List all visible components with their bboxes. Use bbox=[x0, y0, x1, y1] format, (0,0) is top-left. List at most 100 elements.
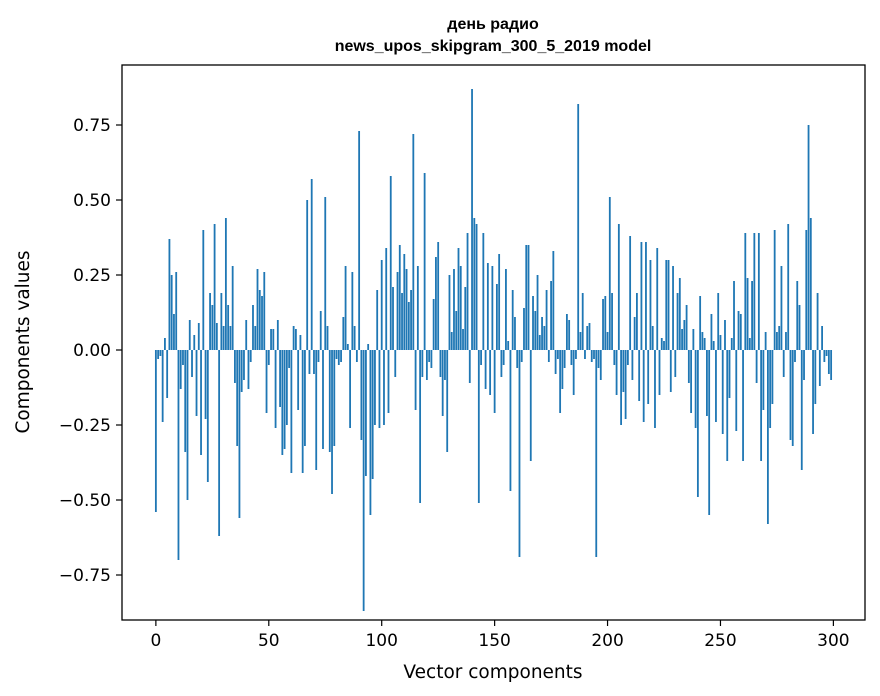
bar-160 bbox=[516, 350, 519, 368]
bar-39 bbox=[243, 350, 245, 380]
bar-242 bbox=[701, 332, 704, 350]
bar-226 bbox=[665, 260, 668, 350]
bar-99 bbox=[378, 350, 381, 428]
bar-30 bbox=[222, 326, 225, 350]
bar-16 bbox=[191, 350, 193, 377]
bar-49 bbox=[265, 350, 268, 413]
bar-184 bbox=[570, 350, 573, 365]
bar-21 bbox=[202, 230, 205, 350]
bar-8 bbox=[173, 314, 175, 350]
chart-title-line1: день радио bbox=[447, 16, 539, 33]
bar-248 bbox=[715, 350, 717, 422]
bar-70 bbox=[313, 350, 315, 374]
bar-6 bbox=[168, 239, 171, 350]
bar-71 bbox=[315, 350, 318, 470]
bar-201 bbox=[608, 197, 611, 350]
bar-268 bbox=[760, 350, 763, 461]
bar-217 bbox=[645, 242, 647, 350]
bar-247 bbox=[712, 341, 715, 350]
bar-114 bbox=[412, 134, 415, 350]
bar-298 bbox=[827, 350, 830, 374]
bar-185 bbox=[572, 350, 575, 395]
bar-161 bbox=[518, 350, 521, 557]
bar-42 bbox=[249, 350, 252, 362]
bar-150 bbox=[493, 350, 496, 413]
bar-37 bbox=[238, 350, 241, 518]
bar-145 bbox=[482, 233, 485, 350]
bar-169 bbox=[536, 275, 539, 350]
bar-116 bbox=[416, 266, 419, 350]
bar-144 bbox=[480, 350, 482, 365]
bar-131 bbox=[450, 332, 453, 350]
bar-130 bbox=[448, 275, 451, 350]
bar-100 bbox=[380, 260, 383, 350]
bar-34 bbox=[231, 266, 234, 350]
bar-162 bbox=[520, 350, 523, 362]
x-tick-label-1: 50 bbox=[258, 631, 280, 651]
bar-28 bbox=[218, 350, 221, 536]
bar-7 bbox=[170, 275, 173, 350]
bar-127 bbox=[441, 350, 444, 416]
bar-11 bbox=[179, 350, 182, 389]
bar-107 bbox=[396, 272, 399, 350]
plot-frame bbox=[121, 64, 866, 621]
bar-287 bbox=[803, 350, 805, 380]
bar-218 bbox=[647, 350, 650, 404]
bar-22 bbox=[204, 350, 207, 419]
bar-206 bbox=[620, 350, 622, 425]
bar-95 bbox=[369, 350, 372, 515]
bar-264 bbox=[751, 281, 753, 350]
bar-277 bbox=[780, 266, 783, 350]
bar-135 bbox=[459, 266, 462, 350]
bar-40 bbox=[245, 320, 248, 350]
bar-56 bbox=[281, 350, 284, 455]
bar-153 bbox=[500, 350, 503, 377]
bar-103 bbox=[387, 350, 390, 413]
bar-276 bbox=[778, 326, 781, 350]
bar-263 bbox=[748, 338, 751, 350]
bar-253 bbox=[726, 350, 729, 461]
bar-241 bbox=[699, 296, 702, 350]
bar-207 bbox=[622, 350, 625, 392]
bar-92 bbox=[362, 350, 365, 611]
bar-239 bbox=[694, 350, 697, 428]
bar-289 bbox=[807, 125, 810, 350]
bar-193 bbox=[590, 350, 593, 362]
bar-194 bbox=[593, 350, 595, 359]
bar-154 bbox=[502, 350, 505, 365]
bar-132 bbox=[453, 269, 455, 350]
bar-104 bbox=[389, 176, 392, 350]
bar-121 bbox=[428, 350, 431, 362]
bar-117 bbox=[419, 350, 422, 503]
bar-79 bbox=[333, 350, 336, 446]
bar-146 bbox=[484, 350, 487, 389]
bar-224 bbox=[660, 338, 663, 350]
chart-title-line2: news_upos_skipgram_300_5_2019 model bbox=[335, 38, 652, 55]
bar-283 bbox=[794, 350, 796, 362]
bar-204 bbox=[615, 350, 618, 395]
bar-155 bbox=[505, 269, 507, 350]
bar-202 bbox=[611, 293, 613, 350]
bar-178 bbox=[556, 350, 559, 359]
bar-41 bbox=[247, 350, 250, 389]
bar-156 bbox=[507, 341, 510, 350]
bar-134 bbox=[457, 248, 460, 350]
bar-32 bbox=[227, 305, 230, 350]
bar-111 bbox=[405, 269, 408, 350]
bar-220 bbox=[651, 326, 654, 350]
bar-286 bbox=[800, 350, 803, 470]
bar-223 bbox=[658, 350, 661, 395]
y-tick-label-0: −0.75 bbox=[59, 566, 111, 586]
bar-108 bbox=[398, 245, 401, 350]
bar-72 bbox=[317, 350, 320, 362]
bar-190 bbox=[584, 350, 586, 359]
bar-251 bbox=[721, 350, 724, 434]
bar-2 bbox=[159, 350, 162, 356]
bar-294 bbox=[818, 350, 821, 386]
bar-58 bbox=[285, 350, 288, 425]
bar-250 bbox=[719, 335, 722, 350]
bar-232 bbox=[678, 278, 681, 350]
bar-221 bbox=[654, 350, 656, 428]
bar-59 bbox=[288, 350, 291, 368]
bar-26 bbox=[213, 224, 216, 350]
